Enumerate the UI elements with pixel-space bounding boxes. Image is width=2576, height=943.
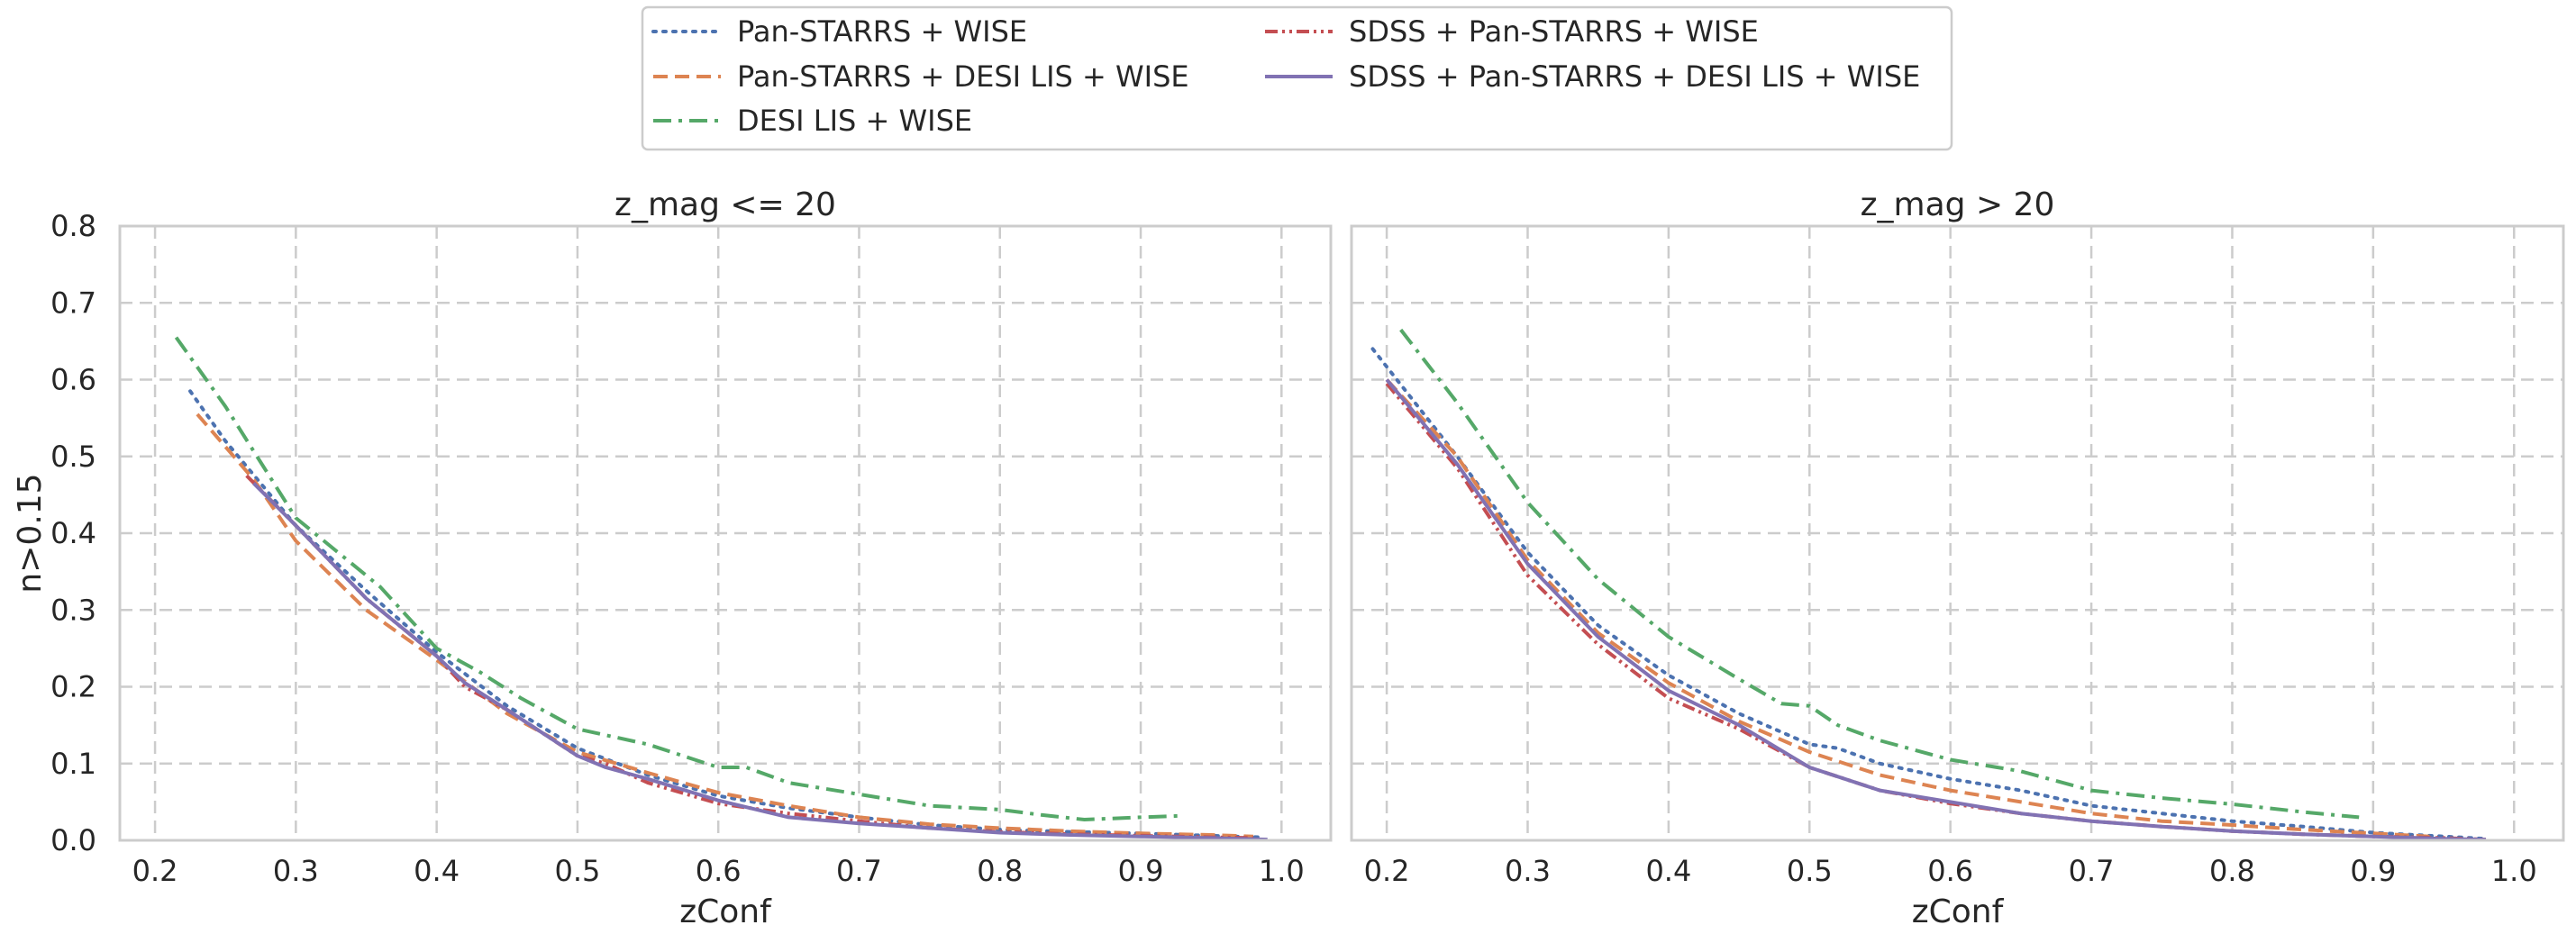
series-line-pan-starrs-wise	[1370, 347, 2488, 841]
x-tick-label: 0.8	[2209, 854, 2255, 888]
x-tick-label: 0.2	[132, 854, 178, 888]
plot-frame	[118, 224, 1333, 842]
series-line-pan-starrs-wise	[188, 389, 1262, 839]
panel-right: 0.2 0.3 0.4 0.5 0.6 0.7 0.8 0.9 1.0 z_mag > 20 zCo…	[1350, 186, 2565, 930]
x-tick-label: 0.4	[414, 854, 460, 888]
y-axis-label: n>0.15	[12, 473, 49, 593]
series-line-sdss-pan-starrs-desi-lis-wise	[252, 482, 1268, 842]
x-tick-label: 0.7	[836, 854, 882, 888]
x-tick-label: 0.3	[1505, 854, 1551, 888]
series-line-pan-starrs-desi-lis-wise	[196, 413, 1254, 839]
series-line-desi-lis-wise	[174, 336, 1183, 821]
panel-title: z_mag > 20	[1861, 186, 2055, 223]
series-line-desi-lis-wise	[1399, 328, 2360, 820]
series-line-pan-starrs-desi-lis-wise	[1385, 378, 2430, 839]
legend-label-sdss-pan-starrs-desi-lis-wise: SDSS + Pan-STARRS + DESI LIS + WISE	[1349, 59, 1920, 94]
x-tick-label: 0.7	[2069, 854, 2115, 888]
x-tick-label: 0.8	[977, 854, 1023, 888]
y-tick-label: 0.2	[50, 670, 96, 704]
y-tick-label: 0.6	[50, 363, 96, 397]
y-tick-label: 0.1	[50, 747, 96, 781]
x-tick-label: 0.4	[1645, 854, 1691, 888]
x-tick-label: 1.0	[1259, 854, 1305, 888]
x-tick-label: 0.3	[273, 854, 319, 888]
legend-label-desi-lis-wise: DESI LIS + WISE	[737, 104, 972, 138]
legend: Pan-STARRS + WISE Pan-STARRS + DESI LIS +…	[641, 5, 1953, 151]
x-axis-label: zConf	[1912, 893, 2005, 930]
x-tick-label: 0.5	[554, 854, 600, 888]
x-tick-label: 0.5	[1787, 854, 1833, 888]
y-tick-label: 0.0	[50, 823, 96, 857]
panel-title: z_mag <= 20	[614, 186, 836, 223]
y-tick-label: 0.5	[50, 440, 96, 474]
legend-label-pan-starrs-desi-lis-wise: Pan-STARRS + DESI LIS + WISE	[737, 59, 1189, 94]
series-line-sdss-pan-starrs-wise	[1385, 382, 2487, 842]
x-tick-label: 0.2	[1364, 854, 1410, 888]
x-axis-label: zConf	[679, 893, 772, 930]
panel-left: 0.2 0.3 0.4 0.5 0.6 0.7 0.8 0.9 1.0 0.0 0.1 0.2 0.3 0…	[12, 186, 1333, 930]
y-tick-label: 0.4	[50, 516, 96, 550]
series-line-sdss-pan-starrs-desi-lis-wise	[1385, 378, 2487, 842]
legend-label-sdss-pan-starrs-wise: SDSS + Pan-STARRS + WISE	[1349, 14, 1759, 49]
x-tick-label: 0.9	[1118, 854, 1164, 888]
x-tick-label: 0.6	[1927, 854, 1973, 888]
plot-frame	[1350, 224, 2565, 842]
series-line-sdss-pan-starrs-wise	[245, 474, 1254, 840]
x-tick-label: 0.6	[696, 854, 742, 888]
y-tick-label: 0.8	[50, 209, 96, 243]
x-tick-label: 1.0	[2491, 854, 2537, 888]
y-tick-label: 0.3	[50, 593, 96, 627]
legend-label-pan-starrs-wise: Pan-STARRS + WISE	[737, 14, 1027, 49]
y-tick-label: 0.7	[50, 286, 96, 320]
x-tick-label: 0.9	[2350, 854, 2396, 888]
